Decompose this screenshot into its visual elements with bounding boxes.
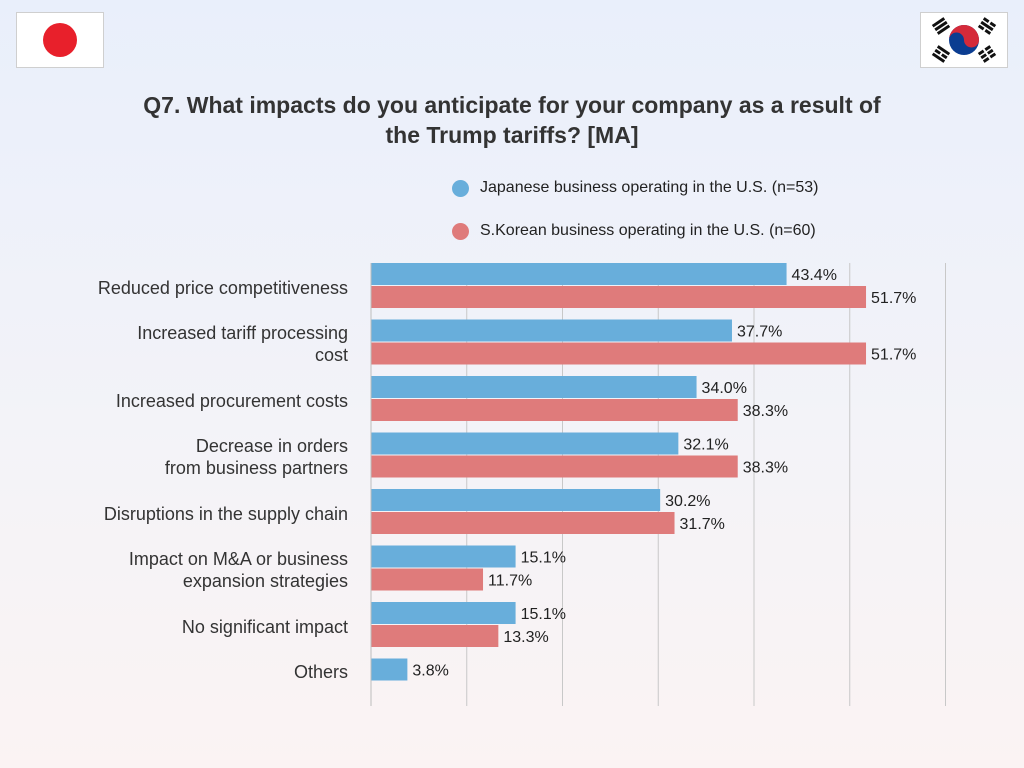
data-label: 32.1% (683, 437, 728, 454)
data-label: 51.7% (871, 347, 916, 364)
bar-korea (371, 625, 499, 647)
category-label: Disruptions in the supply chain (103, 503, 348, 524)
data-label: 3.8% (412, 663, 448, 680)
data-label: 31.7% (680, 516, 725, 533)
legend-swatch-korea (452, 223, 469, 240)
category-label: Others (293, 661, 348, 682)
bar-korea (371, 342, 867, 365)
south-korea-flag-icon (920, 12, 1008, 68)
data-label: 11.7% (488, 573, 532, 590)
data-label: 15.1% (521, 606, 566, 623)
data-label: 37.7% (737, 324, 782, 341)
chart-title-line1: Q7. What impacts do you anticipate for y… (143, 92, 881, 118)
category-label: No significant impact (181, 616, 348, 637)
category-label: Reduced price competitiveness (97, 277, 348, 298)
bar-korea (371, 455, 738, 478)
bar-korea (371, 568, 484, 591)
bar-japan (371, 602, 516, 624)
data-label: 38.3% (743, 460, 788, 477)
data-label: 15.1% (521, 550, 566, 567)
chart-title-line2: the Trump tariffs? [MA] (385, 122, 639, 148)
bar-japan (371, 658, 408, 681)
bar-korea (371, 399, 738, 421)
data-label: 38.3% (743, 403, 788, 420)
bar-japan (371, 376, 697, 398)
data-label: 34.0% (702, 380, 747, 397)
bar-japan (371, 319, 732, 342)
bar-japan (371, 545, 516, 568)
legend-label-japan: Japanese business operating in the U.S. … (480, 179, 819, 196)
chart-title: Q7. What impacts do you anticipate for y… (0, 90, 1024, 150)
bar-korea (371, 512, 675, 534)
bar-japan (371, 489, 661, 511)
category-label: Decrease in orders from business partners (164, 436, 348, 478)
bar-korea (371, 286, 867, 308)
bar-japan (371, 432, 679, 455)
legend-swatch-japan (452, 180, 469, 197)
category-label: Impact on M&A or business expansion strat… (128, 549, 348, 591)
data-label: 43.4% (792, 267, 837, 284)
japan-flag-icon (16, 12, 104, 68)
bar-japan (371, 263, 787, 285)
legend-label-korea: S.Korean business operating in the U.S. … (480, 222, 816, 239)
category-label: Increased procurement costs (115, 390, 348, 411)
data-label: 51.7% (871, 290, 916, 307)
data-label: 13.3% (503, 629, 548, 646)
category-label: Increased tariff processing cost (137, 323, 348, 365)
data-label: 30.2% (665, 493, 710, 510)
